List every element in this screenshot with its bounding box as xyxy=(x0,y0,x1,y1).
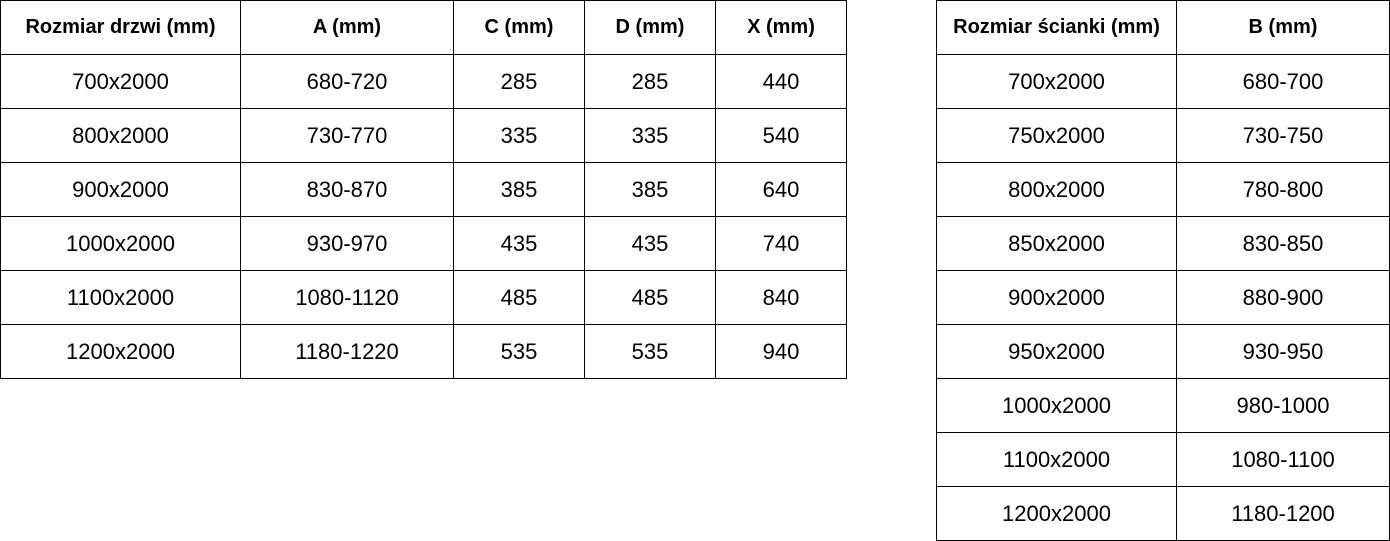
table-cell: 640 xyxy=(715,162,847,217)
table-cell: 385 xyxy=(453,162,585,217)
table-cell: 930-970 xyxy=(240,216,454,271)
table-cell: 435 xyxy=(584,216,716,271)
table-cell: 700x2000 xyxy=(936,54,1177,109)
table-cell: 930-950 xyxy=(1176,324,1390,379)
table-cell: 830-850 xyxy=(1176,216,1390,271)
table-cell: 850x2000 xyxy=(936,216,1177,271)
column-header: Rozmiar drzwi (mm) xyxy=(0,0,241,55)
table-cell: 780-800 xyxy=(1176,162,1390,217)
table-cell: 1080-1120 xyxy=(240,270,454,325)
table-cell: 1100x2000 xyxy=(936,432,1177,487)
table-cell: 1080-1100 xyxy=(1176,432,1390,487)
table-cell: 830-870 xyxy=(240,162,454,217)
table-row: 1100x2000 1080-1100 xyxy=(936,432,1390,487)
table-cell: 1000x2000 xyxy=(936,378,1177,433)
table-cell: 485 xyxy=(584,270,716,325)
table-row: 1200x2000 1180-1200 xyxy=(936,486,1390,541)
table-row: 950x2000 930-950 xyxy=(936,324,1390,379)
table-cell: 700x2000 xyxy=(0,54,241,109)
table-cell: 535 xyxy=(453,324,585,379)
table-row: 1200x2000 1180-1220 535 535 940 xyxy=(0,324,847,379)
table-row: 750x2000 730-750 xyxy=(936,108,1390,163)
table-cell: 1180-1220 xyxy=(240,324,454,379)
table-cell: 435 xyxy=(453,216,585,271)
table-cell: 680-720 xyxy=(240,54,454,109)
table-row: 800x2000 780-800 xyxy=(936,162,1390,217)
door-size-table: Rozmiar drzwi (mm) A (mm) C (mm) D (mm) X (m… xyxy=(0,0,847,379)
table-row: 900x2000 880-900 xyxy=(936,270,1390,325)
table-cell: 335 xyxy=(584,108,716,163)
table-cell: 740 xyxy=(715,216,847,271)
table-row: 900x2000 830-870 385 385 640 xyxy=(0,162,847,217)
table-row: 800x2000 730-770 335 335 540 xyxy=(0,108,847,163)
table-cell: 1000x2000 xyxy=(0,216,241,271)
table-row: 700x2000 680-720 285 285 440 xyxy=(0,54,847,109)
table-cell: 385 xyxy=(584,162,716,217)
table-cell: 730-750 xyxy=(1176,108,1390,163)
table-cell: 880-900 xyxy=(1176,270,1390,325)
table-cell: 950x2000 xyxy=(936,324,1177,379)
table-cell: 440 xyxy=(715,54,847,109)
table-cell: 1200x2000 xyxy=(936,486,1177,541)
table-cell: 285 xyxy=(584,54,716,109)
table-row: 1000x2000 930-970 435 435 740 xyxy=(0,216,847,271)
table-cell: 1200x2000 xyxy=(0,324,241,379)
column-header: C (mm) xyxy=(453,0,585,55)
door-table-header-row: Rozmiar drzwi (mm) A (mm) C (mm) D (mm) X (m… xyxy=(0,0,847,55)
table-cell: 485 xyxy=(453,270,585,325)
table-cell: 730-770 xyxy=(240,108,454,163)
table-cell: 680-700 xyxy=(1176,54,1390,109)
table-cell: 535 xyxy=(584,324,716,379)
column-header: Rozmiar ścianki (mm) xyxy=(936,0,1177,55)
table-cell: 900x2000 xyxy=(936,270,1177,325)
table-cell: 750x2000 xyxy=(936,108,1177,163)
table-cell: 1180-1200 xyxy=(1176,486,1390,541)
column-header: B (mm) xyxy=(1176,0,1390,55)
table-cell: 285 xyxy=(453,54,585,109)
column-header: A (mm) xyxy=(240,0,454,55)
table-cell: 800x2000 xyxy=(0,108,241,163)
wall-size-table: Rozmiar ścianki (mm) B (mm) 700x2000 680-7… xyxy=(936,0,1390,541)
column-header: D (mm) xyxy=(584,0,716,55)
table-row: 850x2000 830-850 xyxy=(936,216,1390,271)
table-row: 1000x2000 980-1000 xyxy=(936,378,1390,433)
table-cell: 335 xyxy=(453,108,585,163)
column-header: X (mm) xyxy=(715,0,847,55)
table-cell: 840 xyxy=(715,270,847,325)
table-row: 1100x2000 1080-1120 485 485 840 xyxy=(0,270,847,325)
table-cell: 800x2000 xyxy=(936,162,1177,217)
table-row: 700x2000 680-700 xyxy=(936,54,1390,109)
table-cell: 980-1000 xyxy=(1176,378,1390,433)
table-cell: 940 xyxy=(715,324,847,379)
table-cell: 1100x2000 xyxy=(0,270,241,325)
table-cell: 900x2000 xyxy=(0,162,241,217)
table-cell: 540 xyxy=(715,108,847,163)
wall-table-header-row: Rozmiar ścianki (mm) B (mm) xyxy=(936,0,1390,55)
